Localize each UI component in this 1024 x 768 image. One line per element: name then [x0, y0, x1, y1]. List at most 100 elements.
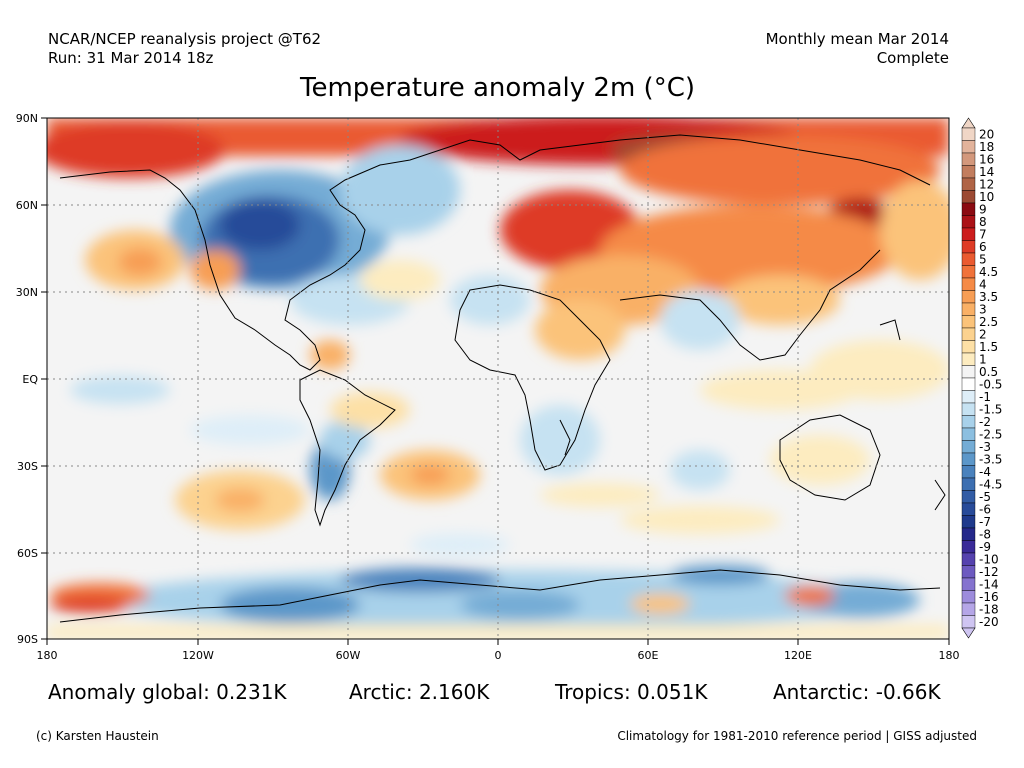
colorbar-swatch [961, 240, 976, 254]
colorbar-swatch [961, 177, 976, 191]
colorbar-swatch [961, 590, 976, 604]
colorbar-swatch [961, 452, 976, 466]
colorbar-swatch [961, 252, 976, 266]
colorbar-arrow-bottom [961, 627, 976, 639]
colorbar-swatch [961, 315, 976, 329]
colorbar-swatch [961, 615, 976, 629]
colorbar-label: 16 [979, 152, 994, 166]
colorbar-swatch [961, 440, 976, 454]
colorbar-label: -9 [979, 540, 991, 554]
header-right: Monthly mean Mar 2014 Complete [766, 30, 949, 68]
colorbar-swatch [961, 265, 976, 279]
colorbar-arrow-top [961, 117, 976, 129]
colorbar-swatch [961, 602, 976, 616]
colorbar-label: 7 [979, 227, 987, 241]
colorbar-swatch [961, 402, 976, 416]
colorbar-label: 1.5 [979, 340, 998, 354]
colorbar-swatch [961, 490, 976, 504]
lat-label-60s: 60S [17, 547, 38, 560]
lat-label-30s: 30S [17, 460, 38, 473]
colorbar-swatch [961, 515, 976, 529]
lon-label-60e: 60E [638, 649, 659, 662]
colorbar-swatch [961, 140, 976, 154]
colorbar-swatch [961, 465, 976, 479]
lat-label-eq: EQ [22, 373, 38, 386]
lon-label-120w: 120W [182, 649, 214, 662]
colorbar-swatch [961, 277, 976, 291]
lon-label-120e: 120E [784, 649, 812, 662]
colorbar-label: 20 [979, 127, 994, 141]
lon-label-180e: 180 [939, 649, 960, 662]
colorbar-label: 2 [979, 327, 987, 341]
colorbar-label: -2.5 [979, 427, 1002, 441]
colorbar-swatch [961, 352, 976, 366]
colorbar-label: -5 [979, 490, 991, 504]
coastlines [59, 134, 946, 623]
colorbar: 201816141210987654.543.532.521.510.5-0.5… [961, 117, 1002, 639]
lon-label-60w: 60W [336, 649, 361, 662]
colorbar-swatch [961, 290, 976, 304]
colorbar-swatch [961, 415, 976, 429]
colorbar-label: 3.5 [979, 290, 998, 304]
colorbar-swatch [961, 165, 976, 179]
colorbar-label: -18 [979, 602, 999, 616]
lat-label-30n: 30N [16, 286, 38, 299]
colorbar-label: 4.5 [979, 265, 998, 279]
colorbar-label: 10 [979, 190, 994, 204]
lat-label-60n: 60N [16, 199, 38, 212]
grid-lines [47, 118, 949, 639]
colorbar-swatch [961, 327, 976, 341]
colorbar-swatch [961, 552, 976, 566]
colorbar-label: -4.5 [979, 477, 1002, 491]
map-title: Temperature anomaly 2m (°C) [300, 73, 695, 103]
stat-arctic: Arctic: 2.160K [349, 680, 490, 704]
colorbar-label: -3.5 [979, 452, 1002, 466]
colorbar-swatch [961, 427, 976, 441]
colorbar-label: 12 [979, 177, 994, 191]
colorbar-label: 5 [979, 252, 987, 266]
colorbar-label: -10 [979, 552, 999, 566]
colorbar-label: 18 [979, 140, 994, 154]
stat-global: Anomaly global: 0.231K [48, 680, 287, 704]
colorbar-swatch [961, 190, 976, 204]
colorbar-label: -14 [979, 577, 999, 591]
status-label: Complete [876, 49, 949, 67]
colorbar-label: 14 [979, 165, 994, 179]
colorbar-label: 4 [979, 277, 987, 291]
longitude-axis: 180 120W 60W 0 60E 120E 180 [37, 639, 960, 662]
anomaly-field [47, 118, 949, 639]
colorbar-label: -12 [979, 565, 999, 579]
colorbar-swatch [961, 502, 976, 516]
climatology-text: Climatology for 1981-2010 reference peri… [617, 729, 977, 743]
header-left: NCAR/NCEP reanalysis project @T62 Run: 3… [48, 30, 321, 68]
colorbar-label: -3 [979, 440, 991, 454]
colorbar-label: -6 [979, 502, 991, 516]
lon-label-0: 0 [495, 649, 502, 662]
credit-text: (c) Karsten Haustein [36, 729, 159, 743]
colorbar-swatch [961, 215, 976, 229]
lon-label-180w: 180 [37, 649, 58, 662]
colorbar-swatch [961, 577, 976, 591]
colorbar-label: -2 [979, 415, 991, 429]
latitude-axis: 90N 60N 30N EQ 30S 60S 90S [16, 112, 47, 646]
colorbar-label: 1 [979, 352, 987, 366]
run-label: Run: 31 Mar 2014 18z [48, 49, 214, 67]
colorbar-swatch [961, 565, 976, 579]
colorbar-label: -4 [979, 465, 991, 479]
colorbar-label: 8 [979, 215, 987, 229]
lat-label-90n: 90N [16, 112, 38, 125]
colorbar-label: 3 [979, 302, 987, 316]
colorbar-label: -1.5 [979, 402, 1002, 416]
lat-label-90s: 90S [17, 633, 38, 646]
stat-antarctic: Antarctic: -0.66K [773, 680, 941, 704]
colorbar-label: -0.5 [979, 377, 1002, 391]
colorbar-label: -16 [979, 590, 999, 604]
colorbar-swatch [961, 390, 976, 404]
colorbar-swatch [961, 152, 976, 166]
colorbar-label: 6 [979, 240, 987, 254]
colorbar-swatch [961, 227, 976, 241]
colorbar-swatch [961, 340, 976, 354]
colorbar-swatch [961, 527, 976, 541]
colorbar-label: 2.5 [979, 315, 998, 329]
